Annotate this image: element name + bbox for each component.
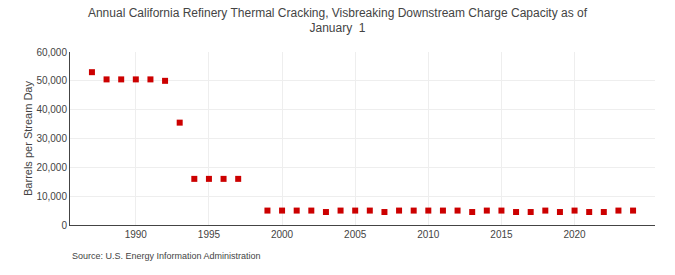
svg-text:1990: 1990 — [125, 229, 148, 240]
svg-text:Source: U.S. Energy Informatio: Source: U.S. Energy Information Administ… — [72, 251, 261, 261]
svg-text:30,000: 30,000 — [36, 133, 67, 144]
svg-text:Barrels per Stream Day: Barrels per Stream Day — [22, 81, 34, 196]
svg-text:1995: 1995 — [198, 229, 221, 240]
svg-text:20,000: 20,000 — [36, 162, 67, 173]
svg-text:50,000: 50,000 — [36, 75, 67, 86]
svg-text:Annual California Refinery The: Annual California Refinery Thermal Crack… — [88, 6, 588, 36]
svg-text:0: 0 — [61, 220, 67, 231]
svg-text:2010: 2010 — [417, 229, 440, 240]
svg-text:10,000: 10,000 — [36, 191, 67, 202]
svg-text:2005: 2005 — [344, 229, 367, 240]
svg-text:2020: 2020 — [563, 229, 586, 240]
svg-text:40,000: 40,000 — [36, 104, 67, 115]
svg-text:60,000: 60,000 — [36, 47, 67, 58]
svg-text:2000: 2000 — [271, 229, 294, 240]
svg-text:2015: 2015 — [490, 229, 513, 240]
